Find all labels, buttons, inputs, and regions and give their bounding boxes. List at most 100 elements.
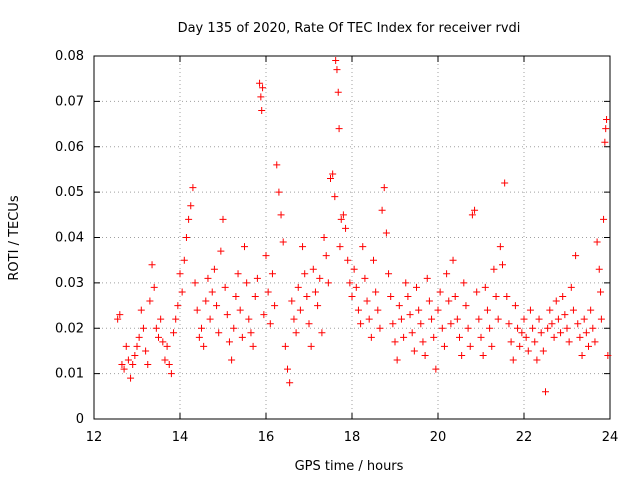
- data-point: [542, 388, 549, 396]
- data-point: [290, 315, 298, 323]
- data-point: [228, 356, 236, 364]
- data-point: [339, 211, 347, 219]
- data-point: [249, 342, 257, 350]
- chart-title: Day 135 of 2020, Rate Of TEC Index for r…: [178, 21, 521, 36]
- data-point: [595, 265, 603, 273]
- data-point: [260, 311, 268, 319]
- data-point: [352, 283, 360, 291]
- data-point: [127, 374, 135, 382]
- data-point: [423, 274, 431, 282]
- data-point: [486, 324, 494, 332]
- data-point: [307, 342, 315, 350]
- data-point: [578, 351, 586, 359]
- data-point: [514, 324, 522, 332]
- data-point: [357, 320, 365, 328]
- data-point: [163, 342, 171, 350]
- data-point: [305, 320, 313, 328]
- data-point: [159, 338, 167, 346]
- data-point: [531, 338, 539, 346]
- data-point: [299, 243, 307, 251]
- data-point: [460, 279, 468, 287]
- data-point: [404, 292, 412, 300]
- data-point: [601, 138, 609, 146]
- data-point: [374, 306, 382, 314]
- data-point: [503, 292, 511, 300]
- data-point: [603, 116, 611, 124]
- data-point: [230, 324, 238, 332]
- data-point: [329, 170, 337, 178]
- data-point: [122, 342, 130, 350]
- data-point: [324, 279, 332, 287]
- x-tick-label: 16: [258, 430, 275, 445]
- data-point: [557, 329, 565, 337]
- data-point: [359, 243, 367, 251]
- data-point: [440, 342, 448, 350]
- data-point: [161, 356, 169, 364]
- y-tick-label: 0.06: [55, 140, 84, 155]
- data-point: [301, 270, 309, 278]
- data-point: [565, 338, 573, 346]
- data-point: [589, 324, 597, 332]
- data-point: [430, 333, 438, 341]
- data-point: [559, 292, 567, 300]
- data-point: [232, 292, 240, 300]
- data-point: [268, 270, 276, 278]
- data-point: [245, 315, 253, 323]
- data-point: [582, 329, 590, 337]
- data-point: [148, 261, 156, 269]
- data-point: [488, 342, 496, 350]
- data-point: [421, 351, 429, 359]
- data-point: [275, 188, 283, 196]
- data-point: [445, 297, 453, 305]
- data-point: [259, 84, 267, 92]
- data-point: [389, 320, 397, 328]
- data-point: [574, 320, 582, 328]
- data-point: [546, 306, 554, 314]
- data-point: [428, 315, 436, 323]
- data-point: [501, 179, 509, 187]
- data-point: [602, 125, 610, 133]
- data-point: [367, 333, 375, 341]
- data-point: [535, 315, 543, 323]
- y-tick-label: 0.03: [55, 276, 84, 291]
- data-point: [462, 302, 470, 310]
- data-point: [490, 265, 498, 273]
- data-point: [120, 365, 128, 373]
- data-point: [155, 333, 162, 341]
- data-point: [314, 302, 322, 310]
- data-point: [479, 351, 487, 359]
- data-point: [494, 315, 502, 323]
- data-point: [170, 329, 178, 337]
- data-point: [256, 79, 264, 87]
- data-point: [348, 292, 356, 300]
- data-point: [292, 329, 300, 337]
- data-point: [604, 351, 612, 359]
- data-point: [453, 315, 461, 323]
- data-point: [191, 279, 199, 287]
- data-point: [499, 261, 506, 269]
- data-point: [144, 361, 152, 369]
- data-point: [468, 211, 476, 219]
- data-point: [189, 184, 197, 192]
- data-point: [336, 243, 344, 251]
- y-tick-label: 0.05: [55, 185, 84, 200]
- data-point: [193, 306, 201, 314]
- data-point: [438, 324, 446, 332]
- data-point: [176, 270, 184, 278]
- data-point: [456, 333, 463, 341]
- data-point: [131, 351, 139, 359]
- data-point: [419, 338, 427, 346]
- data-point: [544, 324, 552, 332]
- data-point: [150, 283, 158, 291]
- data-point: [137, 306, 145, 314]
- data-point: [473, 288, 481, 296]
- data-point: [225, 338, 233, 346]
- data-markers: [114, 57, 612, 396]
- data-point: [537, 329, 545, 337]
- data-point: [251, 292, 259, 300]
- data-point: [114, 315, 122, 323]
- data-point: [277, 211, 285, 219]
- data-point: [600, 215, 608, 223]
- data-point: [385, 270, 393, 278]
